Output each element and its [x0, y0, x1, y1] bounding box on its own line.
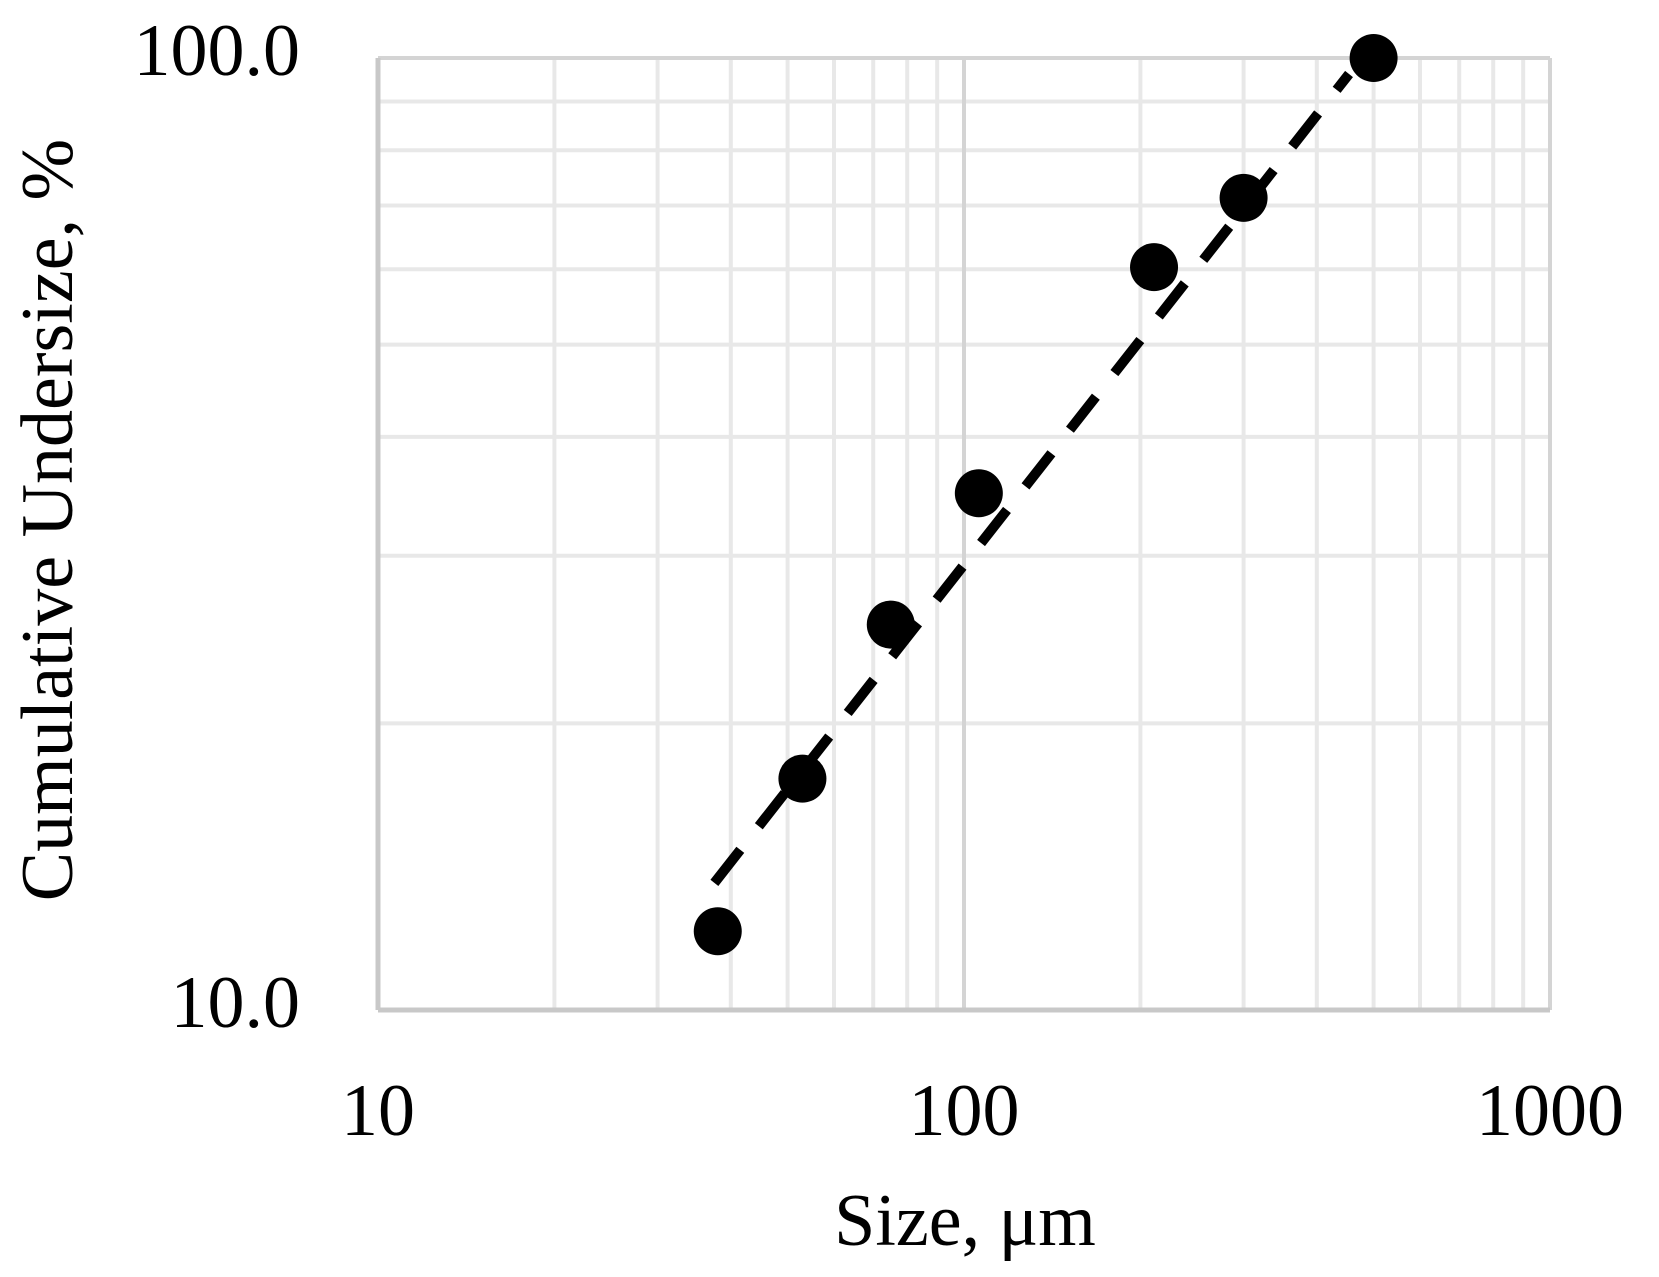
data-point [866, 600, 915, 649]
data-point [693, 907, 742, 956]
x-tick-label: 1000 [1476, 1070, 1624, 1152]
x-tick-label: 100 [909, 1070, 1020, 1152]
trend-line [710, 70, 1353, 886]
data-point [1130, 243, 1179, 292]
x-axis-title: Size, μm [834, 1180, 1096, 1262]
y-tick-label: 100.0 [134, 10, 301, 92]
data-point [1349, 34, 1398, 82]
data-point [1219, 173, 1268, 222]
data-point [954, 469, 1003, 518]
x-tick-label: 10 [341, 1070, 415, 1152]
y-tick-label: 10.0 [171, 962, 301, 1044]
y-axis-title: Cumulative Undersize, % [7, 139, 89, 901]
data-point [778, 754, 827, 803]
